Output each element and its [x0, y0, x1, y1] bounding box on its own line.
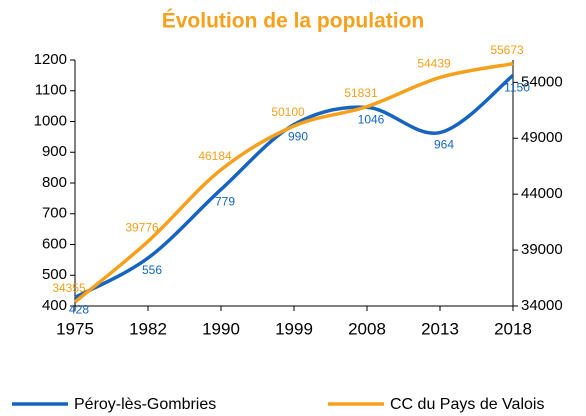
y-tick-label: 800 [42, 174, 67, 191]
y-tick-label: 900 [42, 143, 67, 160]
y-tick-label: 1200 [34, 51, 67, 68]
x-tick-label: 2018 [494, 319, 532, 338]
data-label: 1046 [358, 113, 385, 127]
y-tick-label: 500 [42, 266, 67, 283]
series-line [73, 61, 514, 304]
y-tick-label: 400 [42, 297, 67, 314]
x-tick-label: 2008 [348, 319, 386, 338]
data-label: 990 [288, 130, 308, 144]
data-label: 556 [142, 263, 162, 277]
data-label: 54439 [417, 57, 451, 71]
y2-tick-label: 39000 [521, 241, 563, 258]
y-tick-label: 1100 [35, 82, 67, 99]
x-tick-label: 2013 [421, 319, 459, 338]
x-tick-label: 1990 [202, 319, 240, 338]
y2-tick-label: 54000 [521, 73, 563, 90]
y-tick-label: 600 [42, 235, 67, 252]
y-tick-label: 700 [42, 205, 67, 222]
x-tick-label: 1999 [275, 319, 313, 338]
data-label: 39776 [125, 221, 159, 235]
data-label: 964 [434, 138, 454, 152]
data-label: 50100 [271, 105, 305, 119]
y2-tick-label: 49000 [521, 129, 563, 146]
data-label: 51831 [344, 86, 378, 100]
y2-tick-label: 34000 [521, 297, 563, 314]
data-label: 46184 [198, 149, 232, 163]
data-label: 1150 [504, 81, 530, 95]
data-label: 55673 [490, 43, 524, 57]
y2-tick-label: 44000 [521, 185, 563, 202]
x-tick-label: 1975 [56, 319, 94, 338]
chart-title: Évolution de la population [162, 10, 425, 33]
y-tick-label: 1000 [34, 112, 67, 129]
data-label: 34355 [52, 281, 86, 295]
data-label: 779 [215, 195, 235, 209]
legend-label: CC du Pays de Valois [390, 396, 544, 413]
data-label: 428 [69, 303, 89, 317]
legend-label: Péroy-lès-Gombries [74, 396, 216, 413]
x-tick-label: 1982 [129, 319, 167, 338]
